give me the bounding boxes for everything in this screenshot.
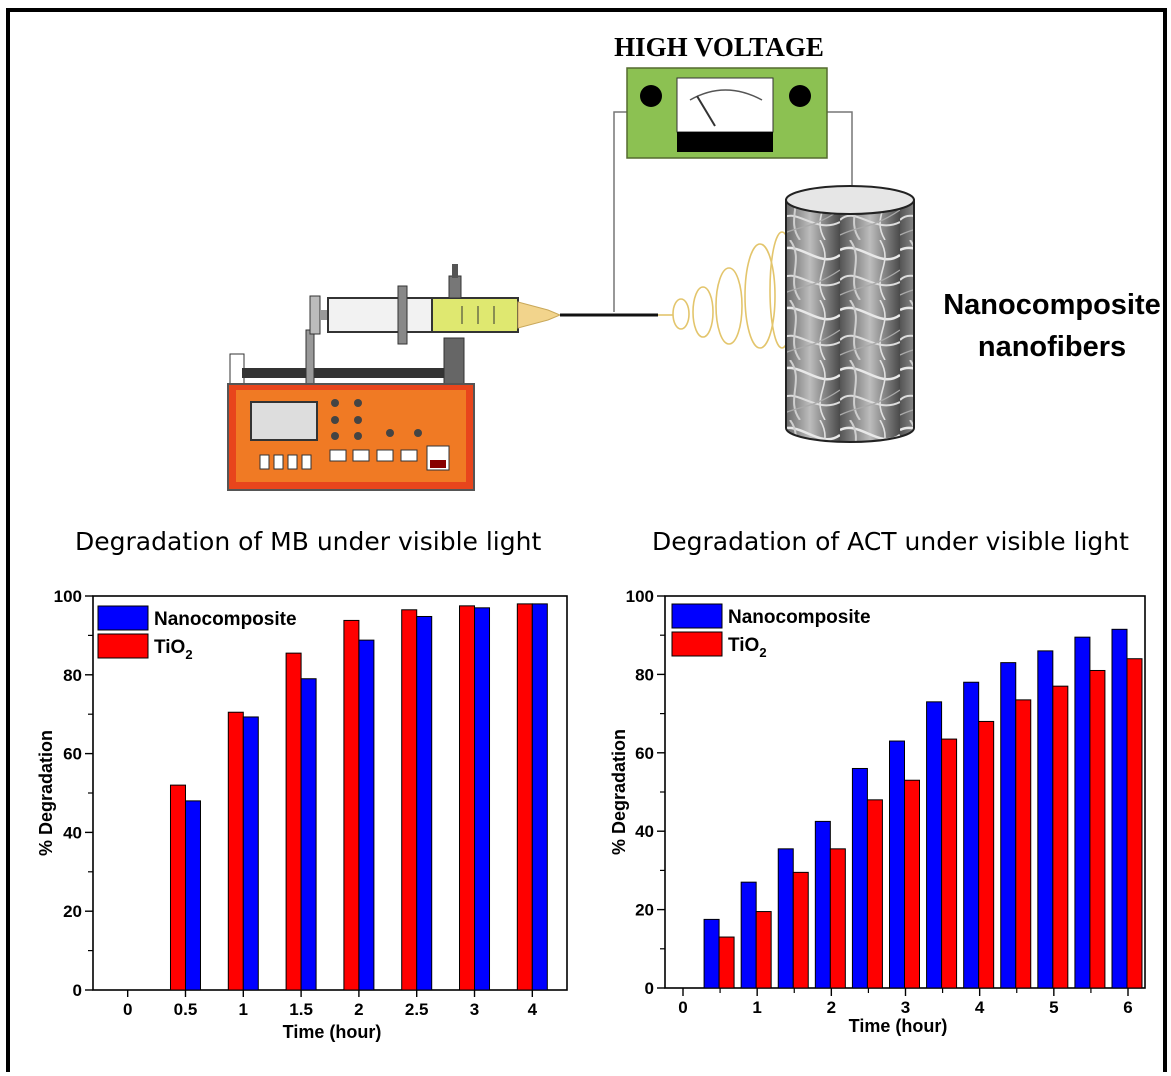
chart-act-xtick-label-0: 0 <box>678 998 687 1017</box>
chart-act-xtick-label-4: 4 <box>975 998 985 1017</box>
chart-act-bar-tio2-3 <box>829 848 846 989</box>
chart-act-bar-nanocomposite-0 <box>703 918 720 989</box>
chart-act-bar-tio2-4 <box>866 799 883 989</box>
syringe <box>309 264 658 345</box>
chart-mb-bar-tio2-3 <box>285 652 302 991</box>
supply-wire-right <box>826 111 853 190</box>
chart-mb-ytick-label-4: 80 <box>63 666 82 685</box>
fiber-jet <box>658 231 795 349</box>
chart-mb-ylabel: % Degradation <box>36 730 56 856</box>
chart-mb-ytick-label-1: 20 <box>63 902 82 921</box>
chart-mb-legend-label-0: Nanocomposite <box>154 609 297 630</box>
voltmeter-face <box>676 77 774 133</box>
figure-frame <box>6 8 1167 1072</box>
chart-act-ylabel: % Degradation <box>609 729 629 855</box>
chart-act-bar-tio2-2 <box>792 871 809 989</box>
chart-act-bar-nanocomposite-7 <box>963 681 980 989</box>
chart-mb-bar-tio2-5 <box>401 609 418 991</box>
chart-act-legend-swatch-1 <box>671 631 723 657</box>
chart-mb-legend-swatch-1 <box>97 633 149 659</box>
chart-mb-xtick-label-5: 2.5 <box>405 1000 429 1019</box>
chart-act-bar-tio2-0 <box>718 936 735 989</box>
chart-act-bar-tio2-5 <box>904 779 920 989</box>
chart-mb-bar-nanocomposite-1 <box>184 800 201 991</box>
chart-act-bar-tio2-7 <box>978 720 995 989</box>
chart-act-bar-tio2-9 <box>1052 685 1069 989</box>
chart-act-ytick-label-2: 40 <box>635 822 654 841</box>
chart-act-xtick-label-5: 5 <box>1049 998 1058 1017</box>
chart-mb-xtick-label-6: 3 <box>470 1000 479 1019</box>
chart-mb-bar-tio2-4 <box>343 619 360 991</box>
syringe-tip <box>517 301 562 329</box>
chart-mb-ytick-label-2: 40 <box>63 823 82 842</box>
chart-act-bar-tio2-11 <box>1126 658 1143 989</box>
chart-act-bar-nanocomposite-2 <box>777 848 794 989</box>
chart-act-bar-nanocomposite-4 <box>851 767 868 989</box>
supply-wire-left <box>613 111 628 312</box>
chart-mb-bar-nanocomposite-5 <box>416 615 433 991</box>
chart-act-legend-swatch-0 <box>671 603 723 629</box>
power-supply-label: HIGH VOLTAGE <box>614 32 824 62</box>
chart-mb-bar-nanocomposite-6 <box>474 607 491 991</box>
chart-act-legend-label-0: Nanocomposite <box>728 607 871 628</box>
chart-act-ytick-label-3: 60 <box>635 744 654 763</box>
chart-mb-bar-tio2-2 <box>227 711 244 991</box>
chart-mb-ytick-label-5: 100 <box>54 587 82 606</box>
chart-mb-bar-tio2-6 <box>459 605 476 991</box>
chart-act-bar-nanocomposite-10 <box>1074 636 1091 989</box>
chart-mb-xtick-label-1: 0.5 <box>174 1000 198 1019</box>
chart-mb-title: Degradation of MB under visible light <box>75 527 542 556</box>
collector-drum <box>785 185 915 443</box>
chart-mb-legend-label-1: TiO2 <box>154 637 193 662</box>
chart-mb-bar-nanocomposite-2 <box>242 716 259 991</box>
chart-mb-ytick-label-0: 0 <box>73 981 82 1000</box>
chart-act-bar-nanocomposite-5 <box>889 740 905 989</box>
chart-act-xtick-label-3: 3 <box>901 998 910 1017</box>
chart-act-bar-tio2-1 <box>755 911 772 989</box>
pump-display <box>250 401 318 441</box>
chart-act-bar-nanocomposite-9 <box>1037 650 1054 989</box>
chart-act-legend-label-1: TiO2 <box>728 635 767 660</box>
chart-act-title: Degradation of ACT under visible light <box>652 527 1129 556</box>
chart-mb-bar-nanocomposite-3 <box>300 678 317 991</box>
chart-act-ytick-label-0: 0 <box>645 979 654 998</box>
chart-mb-legend-swatch-0 <box>97 605 149 631</box>
chart-mb-bar-nanocomposite-7 <box>531 603 548 991</box>
chart-act-bar-tio2-8 <box>1015 699 1032 989</box>
chart-mb-xlabel: Time (hour) <box>283 1022 382 1042</box>
chart-act-bar-nanocomposite-11 <box>1111 628 1128 989</box>
voltmeter-needle <box>696 95 716 127</box>
power-supply <box>626 67 828 159</box>
chart-mb-xtick-label-0: 0 <box>123 1000 132 1019</box>
chart-act-bar-tio2-6 <box>941 738 958 989</box>
chart-act-bar-nanocomposite-1 <box>740 881 757 989</box>
chart-mb-xtick-label-4: 2 <box>354 1000 363 1019</box>
chart-act-bar-nanocomposite-6 <box>926 701 943 989</box>
supply-knob-right <box>789 85 811 107</box>
chart-mb-bar-tio2-7 <box>516 603 533 991</box>
chart-act-ytick-label-4: 80 <box>635 665 654 684</box>
chart-act-ytick-label-1: 20 <box>635 901 654 920</box>
chart-mb-xtick-label-2: 1 <box>239 1000 248 1019</box>
collector-label-line1: Nanocomposite <box>943 289 1161 321</box>
collector-label-line2: nanofibers <box>978 331 1126 363</box>
chart-mb-bar-tio2-1 <box>169 784 186 991</box>
chart-mb-ytick-label-3: 60 <box>63 745 82 764</box>
chart-act-xtick-label-1: 1 <box>752 998 761 1017</box>
chart-act-bar-nanocomposite-8 <box>1000 662 1017 989</box>
chart-act-xlabel: Time (hour) <box>849 1016 948 1036</box>
chart-act: 0 20 40 60 80 100 0 1 2 3 4 5 6 Nanocomposite TiO2 T… <box>609 587 1146 1036</box>
chart-mb-xtick-label-3: 1.5 <box>289 1000 313 1019</box>
supply-knob-left <box>640 85 662 107</box>
chart-act-xtick-label-6: 6 <box>1123 998 1132 1017</box>
syringe-pump <box>227 329 475 491</box>
chart-act-ytick-label-5: 100 <box>626 587 654 606</box>
chart-act-xtick-label-2: 2 <box>827 998 836 1017</box>
chart-mb-xtick-label-7: 4 <box>528 1000 538 1019</box>
chart-act-bar-nanocomposite-3 <box>814 820 831 989</box>
electrospinning-diagram: HIGH VOLTAGE <box>227 32 1161 491</box>
chart-mb: 0 20 40 60 80 100 0 0.5 1 1.5 2 2.5 3 4 Nanocomposit… <box>36 587 568 1042</box>
chart-act-bar-tio2-10 <box>1089 669 1106 989</box>
chart-mb-bar-nanocomposite-4 <box>358 639 375 991</box>
